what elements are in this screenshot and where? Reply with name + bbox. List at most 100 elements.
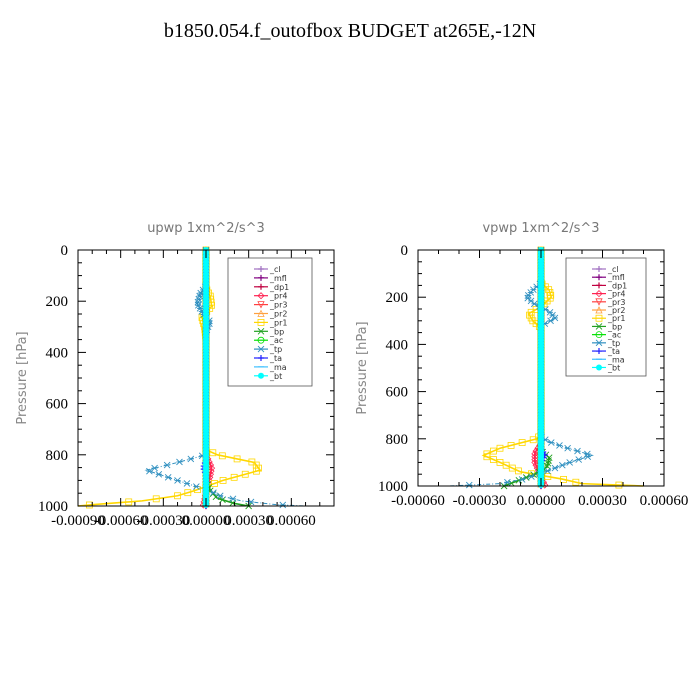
y-tick-label: 1000 [378,479,408,495]
subplot-title: upwp 1xm^2/s^3 [147,221,265,236]
subplot-vpwp: -0.00060 -0.00030 0.00000 0.00030 0.00060 0 20… [355,221,688,509]
data-point [209,449,217,457]
x-tick-label: -0.00060 [391,493,445,509]
legend-item: _ta [592,347,620,356]
legend-label: _bt [269,372,282,381]
legend-label: _bp [607,322,622,331]
legend-item: _tp [254,345,282,354]
data-point [559,461,566,469]
legend-label: _tp [269,345,282,354]
data-point [125,498,133,506]
legend-label: _bp [269,327,284,336]
y-tick-label: 1000 [38,499,68,515]
data-point [574,447,581,455]
legend-item: _mfl [592,273,625,282]
data-point [531,458,539,466]
data-point [152,495,160,503]
data-point [496,444,504,452]
data-point [547,439,555,446]
legend-item: _cl [592,265,619,274]
legend-item: _mfl [254,274,287,283]
data-point [212,493,220,501]
legend-label: _pr3 [269,301,287,310]
data-point [566,459,574,466]
data-point [531,456,539,464]
data-point [564,444,571,452]
data-point [490,447,497,455]
legend-label: _cl [269,265,281,274]
data-point [483,453,491,461]
legend-label: _ac [269,336,283,345]
legend-marker [595,306,603,314]
legend-marker [595,339,603,347]
y-tick-label: 800 [46,448,69,464]
data-point [151,464,158,472]
legend-box [565,257,647,377]
x-tick-label: -0.00030 [453,493,507,509]
data-point [176,458,183,466]
legend-marker [257,301,265,309]
legend: _cl_mfl_dp1_pr4_pr3_pr2_pr1_bp_ac_tp_ta_… [565,257,647,377]
legend-label: _ta [269,354,282,363]
data-point [146,467,153,475]
legend-marker [595,298,603,306]
legend-label: _ma [607,355,625,364]
data-point [155,470,163,478]
legend-label: _mfl [269,274,287,283]
data-point [518,476,526,483]
legend-item: _dp1 [254,283,289,292]
y-tick-label: 400 [46,345,69,361]
legend-label: _ma [269,363,287,372]
series-bt [538,247,544,489]
data-point [195,301,202,309]
data-point [530,300,538,308]
x-tick-label: 0.00060 [267,513,316,529]
legend-marker [257,345,265,353]
y-tick-label: 200 [46,294,69,310]
x-tick-label: 0.00030 [578,493,627,509]
data-point [211,480,218,487]
legend-item: _ta [254,354,282,363]
legend-item: _pr3 [254,301,287,310]
y-tick-label: 400 [386,337,409,353]
data-point [174,477,181,484]
legend-marker [257,336,265,344]
x-tick-label: 0.00000 [182,513,231,529]
data-point [556,442,563,449]
data-point [560,475,567,483]
legend-marker [596,266,602,272]
legend-marker [595,323,603,330]
legend-item: _bt [592,363,620,372]
legend-marker [257,292,265,300]
data-point [615,481,623,489]
legend-label: _ta [607,347,620,356]
data-point [529,436,537,444]
legend-label: _dp1 [607,281,627,290]
y-tick-label: 200 [386,290,409,306]
legend-item: _ac [254,336,283,345]
legend-item: _pr2 [592,306,625,315]
data-point [551,464,559,472]
legend: _cl_mfl_dp1_pr4_pr3_pr2_pr1_bp_ac_tp_ta_… [227,257,313,387]
legend-label: _ac [607,331,621,340]
legend-marker [595,290,603,298]
data-point [229,495,237,503]
legend-item: _cl [254,265,281,274]
data-point [196,305,204,312]
legend-marker [257,309,265,317]
legend-item: _tp [592,339,620,348]
figure-title: b1850.054.f_outofbox BUDGET at265E,-12N [163,20,537,42]
data-point [518,439,526,446]
legend-marker [596,282,602,289]
data-point [216,492,224,500]
legend-label: _pr3 [607,298,625,307]
legend-item: _dp1 [592,281,627,290]
y-axis-label: Pressure [hPa] [355,321,370,414]
legend-marker [258,266,264,272]
y-tick-label: 800 [386,432,409,448]
data-point [490,456,497,463]
data-point [174,492,181,500]
legend-item: _pr1 [254,318,287,327]
data-point [575,456,583,463]
